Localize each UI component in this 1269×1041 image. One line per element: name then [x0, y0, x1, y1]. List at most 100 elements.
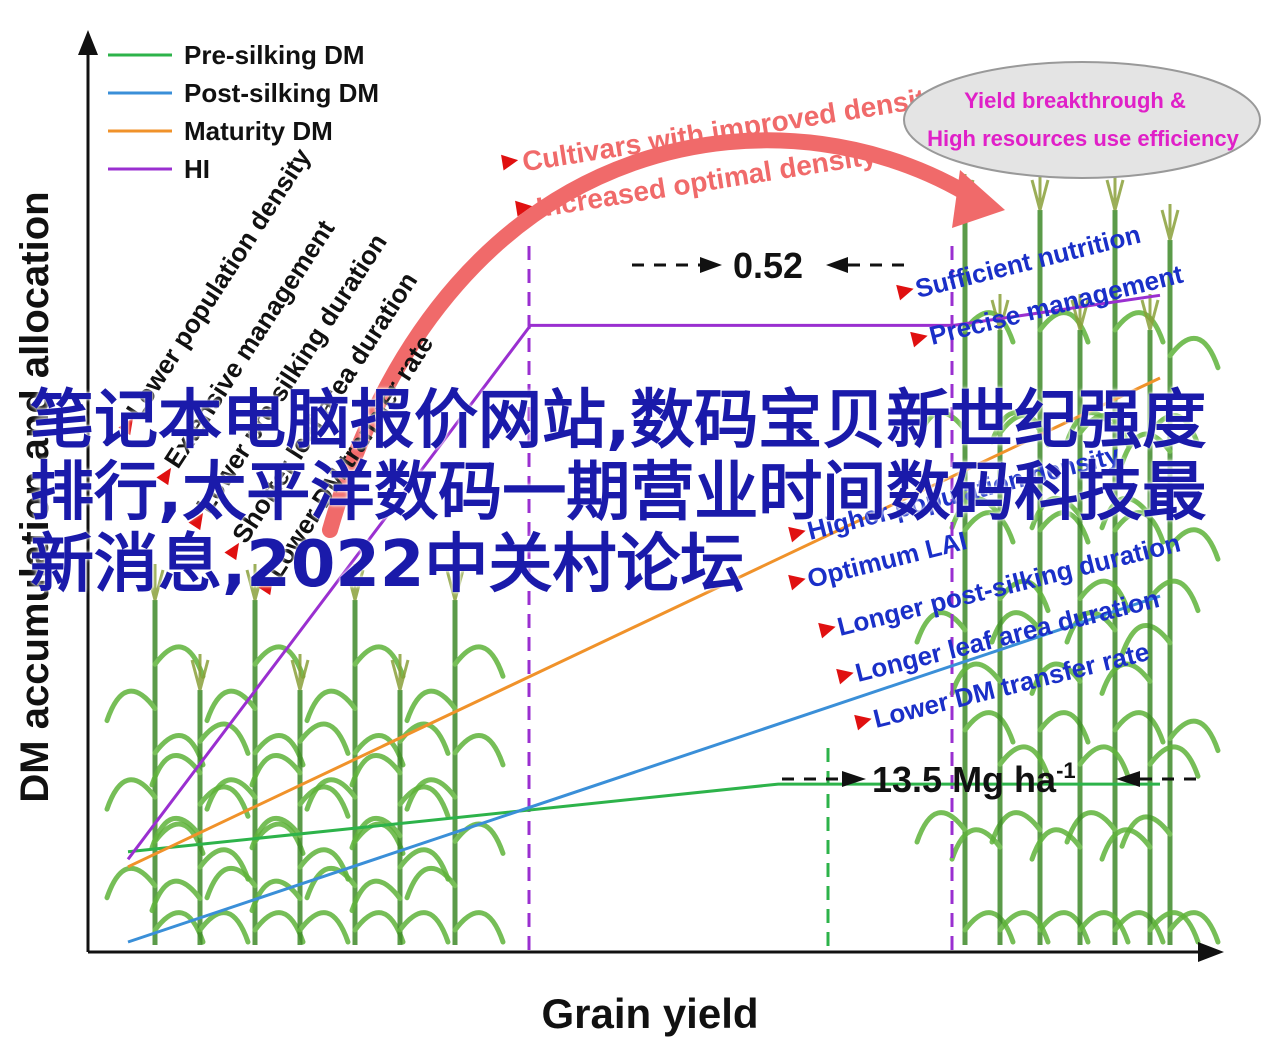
hi-gap-annotation: 0.52	[632, 245, 910, 286]
x-axis-arrow-icon	[1198, 942, 1224, 962]
marker-icon	[854, 714, 872, 731]
yield-value: 13.5 Mg ha-1	[872, 758, 1076, 800]
maize-leaf	[997, 413, 1051, 448]
maize-leaf	[1077, 744, 1131, 779]
yield-arrow-right-icon	[842, 771, 866, 787]
marker-icon	[910, 331, 928, 348]
marker-icon	[818, 622, 836, 639]
maize-leaf	[252, 910, 306, 945]
maize-tassel	[345, 564, 365, 601]
maize-leaf	[197, 847, 251, 882]
maize-leaf	[349, 815, 403, 851]
maize-leaf	[997, 578, 1051, 614]
maize-tassel	[145, 564, 165, 601]
maize-tassel	[1105, 174, 1125, 211]
maize-leaf	[1119, 431, 1173, 466]
marker-icon	[224, 542, 240, 561]
maize-leaf	[304, 688, 358, 724]
maize-leaf	[249, 753, 303, 788]
maize-leaf	[1064, 610, 1118, 645]
maize-leaf	[997, 744, 1051, 779]
maize-leaf	[989, 610, 1043, 645]
yield-breakthrough-ellipse: Yield breakthrough & High resources use …	[903, 61, 1261, 179]
maize-leaf	[1119, 623, 1173, 658]
maize-leaf	[997, 910, 1051, 945]
maize-leaf	[1029, 827, 1083, 862]
maize-tassel	[1140, 294, 1160, 331]
yield-label: 13.5 Mg ha	[872, 759, 1057, 800]
maize-leaf	[1167, 910, 1221, 945]
ellipse-line-1: Yield breakthrough &	[964, 88, 1186, 113]
maize-leaf	[914, 410, 968, 445]
maize-plant	[949, 294, 1051, 945]
maize-leaf	[104, 777, 158, 812]
series-line-pre-silking-dm	[127, 782, 1160, 854]
maize-leaf	[1037, 910, 1091, 945]
marker-icon	[188, 512, 204, 531]
maize-plant	[1029, 294, 1131, 945]
maize-plant	[149, 654, 251, 945]
maize-leaf	[914, 810, 968, 845]
maize-leaf	[1077, 413, 1131, 448]
maize-leaf	[297, 910, 351, 945]
maize-leaf	[1112, 710, 1166, 745]
y-axis-label: DM accumulation and allocation	[13, 191, 57, 802]
maize-leaf	[1037, 710, 1091, 745]
maize-tassel	[390, 654, 410, 691]
series-line-maturity-dm	[127, 376, 1161, 869]
gap-arrow-right-icon	[700, 257, 722, 273]
maize-leaf	[297, 721, 351, 756]
maize-leaf	[1037, 310, 1091, 345]
marker-icon	[788, 526, 806, 543]
maize-leaf	[949, 495, 1003, 531]
maize-tassel	[1160, 204, 1180, 241]
x-axis-label: Grain yield	[541, 990, 758, 1037]
maize-leaf	[397, 847, 451, 882]
improvement-arrow	[322, 132, 993, 538]
maize-plant	[404, 564, 506, 945]
maize-leaf	[949, 661, 1003, 696]
maize-leaf	[452, 733, 506, 768]
maize-leaf	[1064, 810, 1118, 845]
maize-leaf	[1077, 578, 1131, 614]
maize-leaf	[149, 878, 203, 914]
maize-plant	[1099, 294, 1201, 945]
maize-leaf	[1119, 814, 1173, 849]
maize-plant	[989, 174, 1091, 945]
maize-leaf	[404, 688, 458, 724]
maize-leaf	[349, 753, 403, 788]
y-axis-arrow-icon	[78, 30, 98, 55]
legend-label-maturity: Maturity DM	[184, 116, 333, 146]
series-layer	[126, 293, 1161, 944]
maize-leaf	[452, 644, 506, 679]
ellipse-shape	[903, 61, 1261, 179]
maize-leaf	[397, 721, 451, 756]
marker-icon	[788, 574, 806, 591]
maize-leaf	[1037, 510, 1091, 545]
maize-leaf	[104, 865, 158, 901]
marker-icon	[258, 577, 274, 596]
maize-plants	[104, 174, 1221, 945]
maize-leaf	[152, 910, 206, 945]
maize-leaf	[304, 777, 358, 812]
maize-plant	[349, 654, 451, 945]
maize-leaf	[1147, 910, 1201, 945]
maize-leaf	[1167, 527, 1221, 562]
maize-leaf	[1112, 510, 1166, 545]
maize-leaf	[1167, 335, 1221, 371]
marker-icon	[156, 467, 172, 486]
maize-leaf	[249, 878, 303, 914]
maize-leaf	[962, 910, 1016, 945]
overlay-title: 笔记本电脑报价网站,数码宝贝新世纪强度排行,太平洋数码一期营业时间数码科技最新消…	[30, 384, 1207, 602]
maize-leaf	[104, 688, 158, 724]
maize-leaf	[1099, 495, 1153, 531]
maize-tassel	[1030, 174, 1050, 211]
maize-leaf	[1147, 413, 1201, 448]
maize-leaf	[949, 827, 1003, 862]
axes	[78, 30, 1224, 962]
maize-tassel	[445, 564, 465, 601]
maize-plant	[1119, 204, 1221, 945]
maize-leaf	[452, 910, 506, 945]
maize-leaf	[1112, 310, 1166, 345]
maize-leaf	[197, 910, 251, 945]
